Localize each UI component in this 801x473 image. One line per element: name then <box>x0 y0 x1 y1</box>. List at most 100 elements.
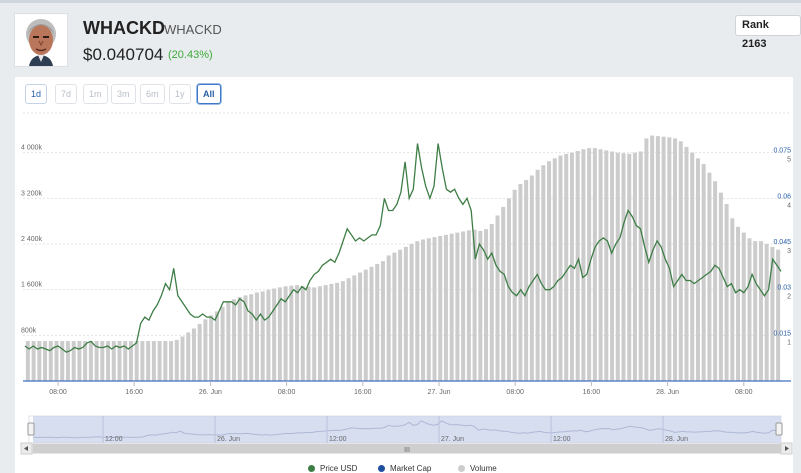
volume-bar <box>283 286 288 381</box>
price-tick-label: 0.045 <box>773 239 791 246</box>
volume-bar <box>667 137 672 381</box>
x-tick-label: 08:00 <box>49 389 67 396</box>
volume-bar <box>37 341 42 381</box>
volume-bar <box>358 272 363 381</box>
volume-bar <box>243 295 248 381</box>
price-tick-label: 0.06 <box>777 193 791 200</box>
navigator-right-handle[interactable] <box>775 422 783 436</box>
scroll-left-arrow-icon <box>24 446 28 451</box>
volume-bar <box>254 292 259 381</box>
volume-bar <box>25 341 30 381</box>
navigator[interactable]: 12:00 26. Jun 12:00 27. Jun 12:00 28. Jun III <box>20 415 793 455</box>
navigator-label: 12:00 <box>329 436 347 443</box>
navigator-label: 12:00 <box>105 436 123 443</box>
price-line <box>24 143 782 353</box>
legend-price-usd[interactable]: Price USD <box>308 464 357 473</box>
scroll-right-arrow-icon <box>785 446 789 451</box>
volume-bar <box>352 275 357 381</box>
x-tick-label: 08:00 <box>278 389 296 396</box>
volume-bar <box>421 239 426 381</box>
volume-bar <box>329 283 334 381</box>
volume-bar <box>690 152 695 381</box>
volume-bar <box>43 341 48 381</box>
volume-bar <box>610 151 615 381</box>
x-tick-label: 27. Jun <box>428 389 451 396</box>
x-tick-label: 16:00 <box>125 389 143 396</box>
volume-bar <box>438 236 443 381</box>
volume-bar <box>123 341 128 381</box>
volume-bar <box>661 136 666 381</box>
volume-bar <box>380 261 385 381</box>
range-button-1m[interactable]: 1m <box>83 84 108 104</box>
volume-bar <box>581 149 586 381</box>
volume-bar <box>741 232 746 381</box>
range-button-all[interactable]: All <box>197 84 221 104</box>
volume-bar <box>604 150 609 381</box>
legend-market-cap[interactable]: Market Cap <box>378 464 431 473</box>
price-tick-label: 0.015 <box>773 330 791 337</box>
volume-bar <box>655 136 660 381</box>
volume-bars <box>25 135 781 381</box>
volume-bar <box>632 152 637 381</box>
volume-bar <box>312 287 317 381</box>
portrait-avatar-icon <box>15 14 67 66</box>
volume-bar <box>277 287 282 381</box>
volume-bar <box>512 189 517 381</box>
volume-bar <box>541 165 546 381</box>
coin-header: WHACKD WHACKD $0.040704 (20.43%) Rank 21… <box>0 3 801 75</box>
volume-bar <box>249 294 254 381</box>
volume-bar <box>461 231 466 381</box>
volume-bar <box>398 249 403 381</box>
range-button-7d[interactable]: 7d <box>55 84 78 104</box>
navigator-scrollbar-thumb[interactable] <box>33 444 781 453</box>
navigator-left-handle[interactable] <box>27 422 35 436</box>
range-button-6m[interactable]: 6m <box>140 84 165 104</box>
volume-bar <box>163 341 168 381</box>
volume-bar <box>443 234 448 381</box>
range-button-1d[interactable]: 1d <box>25 84 48 104</box>
volume-bar <box>695 158 700 381</box>
volume-bar <box>272 288 277 381</box>
volume-bar <box>747 238 752 381</box>
volume-bar <box>375 263 380 381</box>
marketcap-tick-label: 2 <box>787 294 791 301</box>
price-tick-label: 0.075 <box>773 148 791 155</box>
volume-bar <box>426 238 431 381</box>
volume-bar <box>713 181 718 381</box>
volume-bar <box>88 341 93 381</box>
volume-bar <box>151 341 156 381</box>
volume-bar <box>724 204 729 381</box>
marketcap-tick-label: 4 <box>787 202 791 209</box>
range-button-1y[interactable]: 1y <box>169 84 191 104</box>
volume-bar <box>174 339 179 381</box>
volume-bar <box>678 141 683 381</box>
volume-bar <box>736 226 741 381</box>
price-axis-ticks: 0.015 1 0.03 2 0.045 3 0.06 4 0.075 5 <box>773 148 791 347</box>
volume-bar <box>449 233 454 381</box>
volume-bar <box>489 224 494 381</box>
legend-volume[interactable]: Volume <box>458 464 497 473</box>
price-chart-card: 1d 7d 1m 3m 6m 1y All 800k 1 600k 2 400k 3 … <box>15 77 793 473</box>
volume-bar <box>764 244 769 381</box>
volume-bar <box>615 152 620 381</box>
volume-bar <box>730 218 735 381</box>
legend-label: Market Cap <box>390 464 432 473</box>
volume-bar <box>501 206 506 381</box>
navigator-series-line <box>32 420 782 439</box>
volume-bar <box>232 299 237 381</box>
navigator-labels: 12:00 26. Jun 12:00 27. Jun 12:00 28. Jun <box>102 416 688 443</box>
top-border <box>0 0 801 3</box>
volume-bar <box>432 237 437 381</box>
x-tick-label: 08:00 <box>506 389 524 396</box>
volume-axis-ticks: 800k 1 600k 2 400k 3 200k 4 000k <box>21 145 43 335</box>
volume-bar <box>237 297 242 381</box>
x-tick-label: 28. Jun <box>656 389 679 396</box>
legend-price-dot-icon <box>308 465 315 472</box>
volume-bar <box>71 341 76 381</box>
volume-bar <box>558 155 563 381</box>
volume-bar <box>392 252 397 381</box>
rank-badge: Rank 2163 <box>735 15 801 50</box>
coin-avatar <box>14 13 68 67</box>
volume-bar <box>335 282 340 381</box>
range-button-3m[interactable]: 3m <box>111 84 136 104</box>
